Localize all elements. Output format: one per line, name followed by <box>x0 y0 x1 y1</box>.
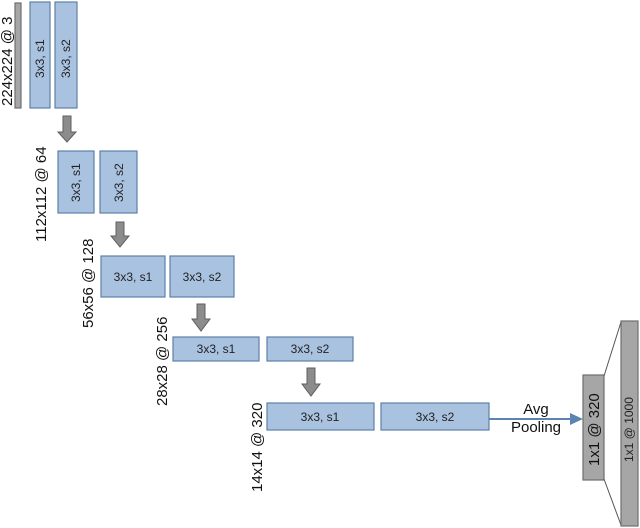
connector-line <box>603 321 622 377</box>
block-label: 3x3, s2 <box>183 270 222 284</box>
stage-input: 224x224 @ 3 3x3, s1 3x3, s2 <box>0 1 78 109</box>
conv-block-s2 <box>380 402 490 431</box>
conv-block-s1 <box>266 402 375 431</box>
pooling-label-line1: Avg <box>523 401 549 418</box>
conv-block-s2 <box>99 150 138 214</box>
stage-label: 28x28 @ 256 <box>154 317 171 406</box>
fc-output: 1x1 @ 1000 <box>620 320 639 527</box>
conv-block-s1 <box>172 336 260 362</box>
block-label: 3x3, s2 <box>112 163 126 202</box>
conv-block-s2 <box>266 336 354 362</box>
stage-14: 14x14 @ 320 3x3, s1 3x3, s2 <box>249 402 490 492</box>
pooled-output-label: 1x1 @ 320 <box>586 393 603 466</box>
fc-output-bar <box>620 320 639 527</box>
stage-28: 28x28 @ 256 3x3, s1 3x3, s2 <box>154 317 354 406</box>
stage-label: 112x112 @ 64 <box>33 146 50 242</box>
block-label: 3x3, s2 <box>59 39 73 78</box>
conv-block-s2 <box>54 1 78 109</box>
stage-56: 56x56 @ 128 3x3, s1 3x3, s2 <box>80 239 235 328</box>
block-label: 3x3, s2 <box>416 410 455 424</box>
input-bar <box>14 2 22 109</box>
down-arrow-icon <box>56 115 78 143</box>
pooling-label-line2: Pooling <box>511 419 561 436</box>
stage-label: 14x14 @ 320 <box>249 403 266 492</box>
block-label: 3x3, s1 <box>301 410 340 424</box>
block-label: 3x3, s1 <box>114 270 153 284</box>
down-arrow-icon <box>109 221 131 248</box>
conv-block-s2 <box>169 255 235 298</box>
stage-label: 56x56 @ 128 <box>80 239 97 328</box>
pooled-output-bar <box>582 374 605 481</box>
conv-block-s1 <box>100 255 166 298</box>
block-label: 3x3, s1 <box>69 163 83 202</box>
block-label: 3x3, s1 <box>197 342 236 356</box>
stage-label: 224x224 @ 3 <box>0 17 16 106</box>
connector-line <box>603 478 622 526</box>
down-arrow-icon <box>301 367 321 397</box>
down-arrow-icon <box>191 303 211 332</box>
stage-112: 112x112 @ 64 3x3, s1 3x3, s2 <box>33 146 138 242</box>
fc-output-label: 1x1 @ 1000 <box>622 397 636 462</box>
arrow-head-icon <box>570 413 583 425</box>
conv-block-s1 <box>57 150 95 214</box>
block-label: 3x3, s2 <box>291 342 330 356</box>
block-label: 3x3, s1 <box>33 39 47 78</box>
avg-pooling-arrow: Avg Pooling <box>489 401 583 436</box>
pooled-output: 1x1 @ 320 <box>582 374 605 481</box>
conv-block-s1 <box>29 1 51 109</box>
